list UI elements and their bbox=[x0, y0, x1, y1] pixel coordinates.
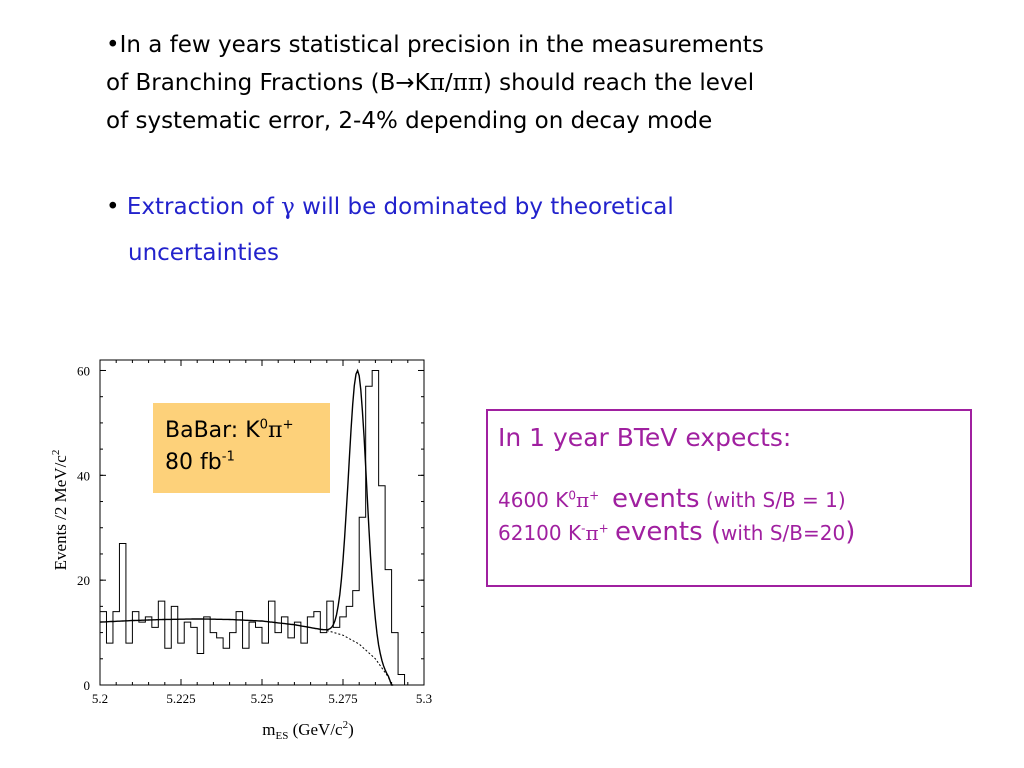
text-segment: 4600 K bbox=[498, 488, 569, 512]
superscript: - bbox=[581, 521, 586, 536]
mes-histogram-chart: 5.2 5.225 5.25 5.275 5.3 0 20 40 60 mES (GeV/c2)… bbox=[50, 359, 432, 742]
bullet-precision-line3: of systematic error, 2-4% depending on d… bbox=[106, 108, 713, 134]
pi-symbol: π bbox=[429, 70, 445, 96]
text-segment: Extraction of bbox=[126, 194, 282, 220]
bullet-precision-line1: •In a few years statistical precision in… bbox=[106, 32, 764, 58]
x-tick-label: 5.225 bbox=[166, 691, 195, 706]
text-segment: events ( bbox=[615, 517, 722, 547]
text-segment: will be dominated by theoretical bbox=[294, 194, 674, 220]
bullet-precision-line2: of Branching Fractions (B→Kπ/ππ) should … bbox=[106, 64, 906, 102]
btev-kpi-row: 62100 K-π+ events (with S/B=20) bbox=[498, 516, 960, 549]
y-tick-label: 60 bbox=[77, 363, 90, 378]
bullet-marker: • bbox=[106, 194, 127, 220]
y-tick-label: 20 bbox=[77, 573, 90, 588]
babar-label-line2: 80 fb-1 bbox=[165, 447, 318, 479]
x-tick-label: 5.2 bbox=[92, 691, 108, 706]
x-tick-label: 5.275 bbox=[328, 691, 357, 706]
x-axis-title: mES (GeV/c2) bbox=[262, 719, 354, 742]
pi-symbol: π bbox=[585, 521, 599, 545]
text-segment: events bbox=[611, 484, 700, 514]
superscript: -1 bbox=[221, 449, 235, 465]
total-fit-curve bbox=[99, 368, 394, 686]
text-segment: / bbox=[444, 70, 453, 96]
bullet-gamma-line2: uncertainties bbox=[128, 240, 280, 266]
btev-expectation-title: In 1 year BTeV expects: bbox=[498, 423, 792, 452]
superscript: 0 bbox=[568, 488, 577, 503]
y-tick-label: 0 bbox=[84, 678, 91, 693]
text-segment: BaBar: K bbox=[165, 418, 260, 443]
text-segment: with S/B=20 bbox=[721, 521, 846, 545]
arrow-icon: → bbox=[395, 70, 415, 96]
plot-area: 5.2 5.225 5.25 5.275 5.3 0 20 40 60 bbox=[77, 359, 432, 706]
text-segment: 62100 K bbox=[498, 521, 582, 545]
btev-k0pi-row: 4600 K0π+ events (with S/B = 1) bbox=[498, 483, 960, 516]
text-segment: ) should reach the level bbox=[482, 70, 755, 96]
x-tick-label: 5.25 bbox=[251, 691, 274, 706]
babar-label-box: BaBar: K0π+ 80 fb-1 bbox=[153, 403, 330, 493]
histogram-steps bbox=[100, 369, 424, 686]
superscript: + bbox=[598, 521, 609, 536]
y-tick-label: 40 bbox=[77, 468, 90, 483]
bullet-precision: •In a few years statistical precision in… bbox=[106, 26, 906, 140]
superscript: + bbox=[282, 417, 294, 433]
pi-symbol: π bbox=[576, 488, 590, 512]
bullet-gamma-extraction: • Extraction of γ will be dominated by t… bbox=[106, 188, 674, 272]
text-segment: ) bbox=[845, 517, 856, 547]
pi-symbol: π bbox=[268, 418, 283, 443]
x-tick-label: 5.3 bbox=[416, 691, 432, 706]
text-segment: (with S/B = 1) bbox=[699, 488, 846, 512]
superscript: 0 bbox=[259, 417, 269, 433]
text-segment: 80 fb bbox=[165, 450, 222, 475]
y-axis-title: Events /2 MeV/c2 bbox=[50, 450, 70, 571]
text-segment: of Branching Fractions (B bbox=[106, 70, 396, 96]
btev-expectation-box: In 1 year BTeV expects: 4600 K0π+ events… bbox=[486, 409, 972, 587]
pipi-symbol: ππ bbox=[452, 70, 483, 96]
text-segment: K bbox=[414, 70, 430, 96]
superscript: + bbox=[589, 488, 600, 503]
babar-label-line1: BaBar: K0π+ bbox=[165, 415, 318, 447]
gamma-symbol: γ bbox=[281, 194, 295, 220]
